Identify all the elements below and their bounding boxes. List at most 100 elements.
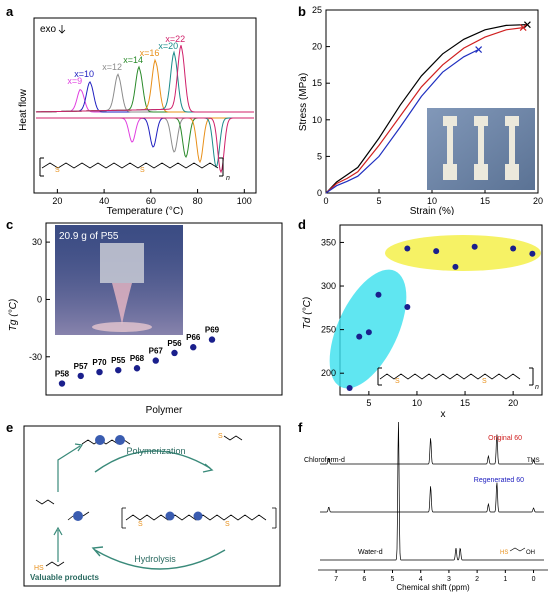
tg-point bbox=[58, 380, 66, 387]
dsc-heating-curve bbox=[36, 117, 254, 164]
break-point-marker bbox=[475, 46, 483, 53]
stress-x-tick-label: 5 bbox=[376, 196, 381, 206]
polymerization-label: Polymerization bbox=[126, 446, 185, 456]
nmr-chart: Chemical shift (ppm) 7 6 5 4 3 2 1 0 Original 6… bbox=[304, 421, 548, 592]
hydrolysis-label: Hydrolysis bbox=[134, 554, 176, 564]
stress-y-tick-label: 5 bbox=[317, 151, 322, 161]
dsc-xlabel: Temperature (°C) bbox=[107, 206, 184, 215]
dsc-heating-curve bbox=[36, 117, 254, 174]
svg-text:S: S bbox=[482, 378, 487, 385]
td-point bbox=[404, 303, 411, 310]
td-point bbox=[346, 385, 353, 392]
td-y-tick-label: 200 bbox=[321, 368, 336, 378]
tg-y-tick-label: 30 bbox=[32, 237, 42, 247]
tg-point bbox=[133, 365, 141, 372]
nmr-x-tick-label: 1 bbox=[503, 576, 507, 583]
panel-letter-e: e bbox=[6, 420, 14, 435]
dsc-cooling-curve bbox=[35, 65, 254, 113]
mercapto-acid-product: HS bbox=[34, 561, 65, 572]
acrylic-acid bbox=[35, 499, 55, 505]
nmr-x-tick-label: 7 bbox=[334, 576, 338, 583]
tg-xlabel: Polymer bbox=[146, 405, 183, 416]
stress-x-tick-label: 10 bbox=[427, 196, 437, 206]
dsc-cooling-curve bbox=[35, 80, 254, 113]
tg-point bbox=[190, 344, 197, 351]
valuable-products-label: Valuable products bbox=[30, 573, 99, 582]
panel-letter-b: b bbox=[298, 4, 306, 19]
dsc-x-tick-label: 60 bbox=[146, 196, 156, 206]
dsc-series-label: x=9 bbox=[67, 76, 82, 86]
stress-y-tick-label: 20 bbox=[312, 42, 322, 52]
nmr-x-tick-label: 5 bbox=[391, 576, 395, 583]
panel-letter-d: d bbox=[298, 217, 306, 232]
stress-y-tick-label: 15 bbox=[312, 78, 322, 88]
nmr-x-tick-label: 2 bbox=[475, 576, 479, 583]
nmr-label-regenerated: Regenerated 60 bbox=[474, 477, 524, 484]
nmr-spectrum bbox=[320, 482, 544, 513]
stress-x-tick-label: 0 bbox=[323, 196, 328, 206]
tg-point-label: P66 bbox=[186, 333, 201, 342]
tg-point-label: P69 bbox=[205, 326, 220, 335]
td-chart: Td (°C) x 5 10 15 20 200 250 300 350 S S n bbox=[302, 224, 543, 420]
td-point bbox=[365, 329, 372, 336]
scheme-frame bbox=[23, 425, 281, 587]
nmr-solvent-d2o: Water-d bbox=[358, 549, 383, 556]
break-point-marker bbox=[523, 21, 531, 29]
svg-text:S: S bbox=[140, 167, 145, 174]
dsc-formula: S S n bbox=[39, 157, 230, 182]
specimen-photo bbox=[427, 108, 535, 190]
td-x-tick-label: 10 bbox=[412, 398, 422, 408]
svg-text:S: S bbox=[218, 433, 223, 440]
panel-letter-c: c bbox=[6, 217, 14, 232]
dsc-series-label: x=20 bbox=[158, 41, 178, 51]
dsc-x-tick-label: 100 bbox=[237, 196, 252, 206]
polymerization-arc bbox=[94, 450, 211, 473]
nmr-x-tick-label: 6 bbox=[362, 576, 366, 583]
svg-text:S: S bbox=[225, 521, 230, 528]
stress-x-tick-label: 15 bbox=[480, 196, 490, 206]
dsc-series-label: x=14 bbox=[123, 55, 143, 65]
dsc-exo-label: exo bbox=[40, 24, 57, 35]
td-ylabel: Td (°C) bbox=[302, 297, 313, 329]
stress-curve bbox=[325, 48, 479, 194]
td-formula-n: n bbox=[535, 384, 539, 391]
tg-point bbox=[152, 357, 159, 364]
td-xlabel: x bbox=[441, 409, 446, 420]
td-point bbox=[510, 245, 517, 252]
tg-point-label: P57 bbox=[74, 362, 89, 371]
stress-curve bbox=[325, 27, 524, 194]
stress-y-tick-label: 25 bbox=[312, 5, 322, 15]
stress-ylabel: Stress (MPa) bbox=[298, 73, 309, 131]
tg-ylabel: Tg (°C) bbox=[8, 299, 19, 331]
dsc-ylabel: Heat flow bbox=[18, 88, 29, 130]
td-point bbox=[529, 250, 536, 257]
stress-x-tick-label: 20 bbox=[533, 196, 543, 206]
td-point bbox=[404, 245, 411, 252]
nmr-x-tick-label: 3 bbox=[447, 576, 451, 583]
tg-y-tick-label: 0 bbox=[37, 294, 42, 304]
dsc-series-label: x=10 bbox=[74, 69, 94, 79]
tg-point bbox=[115, 366, 122, 374]
diol bbox=[67, 511, 90, 521]
nmr-product-structure: HS OH bbox=[500, 547, 535, 556]
tg-y-tick-label: -30 bbox=[29, 352, 42, 362]
tg-frame bbox=[45, 222, 283, 396]
tg-point bbox=[208, 336, 216, 343]
td-formula: S S n bbox=[377, 367, 539, 391]
td-x-tick-label: 15 bbox=[460, 398, 470, 408]
stress-y-tick-label: 0 bbox=[317, 188, 322, 198]
td-point bbox=[452, 263, 459, 270]
dsc-series-label: x=12 bbox=[102, 62, 122, 72]
formula-n: n bbox=[226, 175, 230, 182]
high-td-ellipse bbox=[385, 235, 541, 271]
recycling-scheme: Polymerization Hydrolysis Valuable produ… bbox=[23, 425, 281, 587]
tg-point-label: P68 bbox=[130, 354, 145, 363]
tg-point-label: P55 bbox=[111, 356, 126, 365]
dsc-heating-curve bbox=[36, 117, 254, 168]
diacrylate-monomer bbox=[81, 435, 131, 445]
td-y-tick-label: 300 bbox=[321, 281, 336, 291]
tg-point-label: P58 bbox=[55, 370, 70, 379]
dsc-x-tick-label: 80 bbox=[193, 196, 203, 206]
dsc-series-label: x=22 bbox=[165, 34, 185, 44]
stress-y-tick-label: 10 bbox=[312, 115, 322, 125]
